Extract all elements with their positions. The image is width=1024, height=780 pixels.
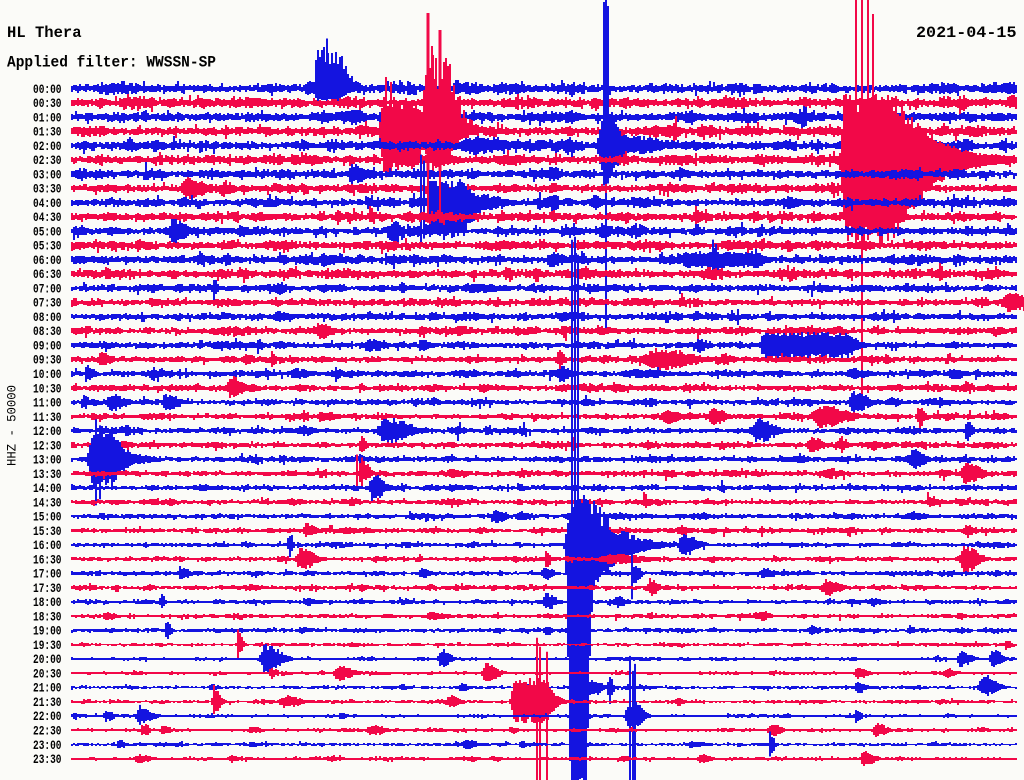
- svg-text:2021-04-15: 2021-04-15: [916, 24, 1017, 42]
- svg-text:04:00: 04:00: [33, 196, 62, 211]
- svg-text:22:30: 22:30: [33, 724, 62, 739]
- svg-text:16:30: 16:30: [33, 552, 62, 567]
- svg-text:15:30: 15:30: [33, 524, 62, 539]
- svg-text:06:00: 06:00: [33, 253, 62, 268]
- svg-text:22:00: 22:00: [33, 709, 62, 724]
- svg-text:11:30: 11:30: [33, 410, 62, 425]
- svg-text:02:30: 02:30: [33, 153, 62, 168]
- svg-text:00:30: 00:30: [33, 96, 62, 111]
- svg-text:06:30: 06:30: [33, 267, 62, 282]
- svg-text:23:00: 23:00: [33, 738, 62, 753]
- svg-text:07:30: 07:30: [33, 296, 62, 311]
- svg-text:HL Thera: HL Thera: [7, 24, 82, 42]
- svg-text:02:00: 02:00: [33, 139, 62, 154]
- svg-text:04:30: 04:30: [33, 210, 62, 225]
- svg-text:15:00: 15:00: [33, 510, 62, 525]
- svg-text:03:30: 03:30: [33, 182, 62, 197]
- svg-text:20:30: 20:30: [33, 667, 62, 682]
- svg-text:18:00: 18:00: [33, 595, 62, 610]
- svg-text:14:30: 14:30: [33, 495, 62, 510]
- svg-text:14:00: 14:00: [33, 481, 62, 496]
- svg-text:09:30: 09:30: [33, 353, 62, 368]
- svg-text:01:30: 01:30: [33, 125, 62, 140]
- svg-text:07:00: 07:00: [33, 281, 62, 296]
- svg-text:19:30: 19:30: [33, 638, 62, 653]
- svg-text:16:00: 16:00: [33, 538, 62, 553]
- svg-text:18:30: 18:30: [33, 609, 62, 624]
- svg-text:10:00: 10:00: [33, 367, 62, 382]
- svg-text:03:00: 03:00: [33, 167, 62, 182]
- svg-text:HHZ - 50000: HHZ - 50000: [5, 385, 20, 466]
- svg-text:21:30: 21:30: [33, 695, 62, 710]
- svg-text:00:00: 00:00: [33, 82, 62, 97]
- svg-text:20:00: 20:00: [33, 652, 62, 667]
- svg-text:08:30: 08:30: [33, 324, 62, 339]
- svg-text:10:30: 10:30: [33, 381, 62, 396]
- svg-text:17:00: 17:00: [33, 567, 62, 582]
- svg-text:08:00: 08:00: [33, 310, 62, 325]
- svg-text:17:30: 17:30: [33, 581, 62, 596]
- svg-text:12:30: 12:30: [33, 438, 62, 453]
- svg-text:01:00: 01:00: [33, 110, 62, 125]
- svg-text:12:00: 12:00: [33, 424, 62, 439]
- svg-text:19:00: 19:00: [33, 624, 62, 639]
- svg-text:11:00: 11:00: [33, 396, 62, 411]
- svg-text:09:00: 09:00: [33, 339, 62, 354]
- svg-text:Applied filter: WWSSN-SP: Applied filter: WWSSN-SP: [7, 54, 216, 72]
- svg-text:05:30: 05:30: [33, 239, 62, 254]
- svg-text:13:00: 13:00: [33, 453, 62, 468]
- svg-text:13:30: 13:30: [33, 467, 62, 482]
- svg-text:05:00: 05:00: [33, 224, 62, 239]
- svg-text:21:00: 21:00: [33, 681, 62, 696]
- svg-text:23:30: 23:30: [33, 752, 62, 767]
